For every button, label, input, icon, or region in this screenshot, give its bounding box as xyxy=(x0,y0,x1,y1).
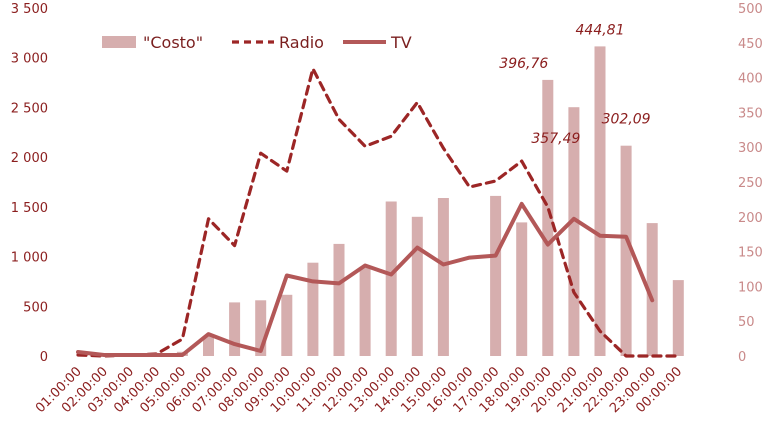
right-tick-label: 100 xyxy=(738,280,763,295)
data-annotations: 396,76 357,49 444,81 302,09 xyxy=(499,22,650,147)
right-tick-label: 50 xyxy=(738,315,755,330)
right-tick-label: 450 xyxy=(738,37,763,52)
costo-bar-08:00:00 xyxy=(255,300,267,356)
left-tick-label: 500 xyxy=(23,300,48,315)
legend-costo-label: "Costo" xyxy=(143,33,203,52)
left-tick-label: 3 000 xyxy=(11,52,48,67)
costo-bar-15:00:00 xyxy=(437,198,449,356)
left-tick-label: 0 xyxy=(40,350,48,365)
left-tick-label: 1 000 xyxy=(11,251,48,266)
right-tick-label: 500 xyxy=(738,2,763,17)
right-tick-label: 150 xyxy=(738,246,763,261)
annotation-label: 302,09 xyxy=(602,112,651,128)
right-tick-label: 0 xyxy=(738,350,746,365)
legend: "Costo" Radio TV xyxy=(102,33,412,52)
right-tick-label: 200 xyxy=(738,211,763,226)
costo-bar-07:00:00 xyxy=(229,302,241,356)
right-tick-label: 400 xyxy=(738,72,763,87)
right-tick-label: 250 xyxy=(738,176,763,191)
costo-bar-21:00:00 xyxy=(594,46,606,357)
left-tick-label: 2 000 xyxy=(11,151,48,166)
costo-bar-12:00:00 xyxy=(359,266,371,356)
costo-bar-22:00:00 xyxy=(620,145,632,356)
costo-bar-10:00:00 xyxy=(307,262,319,356)
annotation-label: 357,49 xyxy=(531,131,580,147)
costo-bar-00:00:00 xyxy=(672,280,684,356)
radio-line xyxy=(76,67,680,358)
costo-bar-11:00:00 xyxy=(333,243,345,356)
annotation-label: 396,76 xyxy=(499,56,548,72)
right-axis: 0 50 100 150 200 250 300 350 400 450 500 xyxy=(738,2,763,365)
chart-lines xyxy=(76,67,680,358)
tv-line xyxy=(76,201,655,357)
costo-bar-23:00:00 xyxy=(646,223,658,356)
left-axis: 0 500 1 000 1 500 2 000 2 500 3 000 3 500 xyxy=(11,2,48,365)
right-tick-label: 350 xyxy=(738,106,763,121)
costo-bar-19:00:00 xyxy=(542,79,554,357)
costo-bar-06:00:00 xyxy=(203,336,214,356)
costo-bar-14:00:00 xyxy=(411,216,423,356)
costo-bar-20:00:00 xyxy=(568,107,580,356)
legend-tv-label: TV xyxy=(390,33,412,52)
costo-bar-13:00:00 xyxy=(385,201,397,356)
annotation-label: 444,81 xyxy=(576,22,625,38)
legend-costo-swatch xyxy=(102,36,136,48)
x-axis: 01:00:0002:00:0003:00:0004:00:0005:00:00… xyxy=(33,364,685,416)
left-tick-label: 1 500 xyxy=(11,201,48,216)
left-tick-label: 2 500 xyxy=(11,101,48,116)
costo-bar-09:00:00 xyxy=(281,294,293,356)
costo-bar-18:00:00 xyxy=(516,222,528,356)
left-tick-label: 3 500 xyxy=(11,2,48,17)
legend-radio-label: Radio xyxy=(279,33,324,52)
costo-bars xyxy=(176,46,684,357)
costo-bar-17:00:00 xyxy=(490,195,502,356)
right-tick-label: 300 xyxy=(738,141,763,156)
